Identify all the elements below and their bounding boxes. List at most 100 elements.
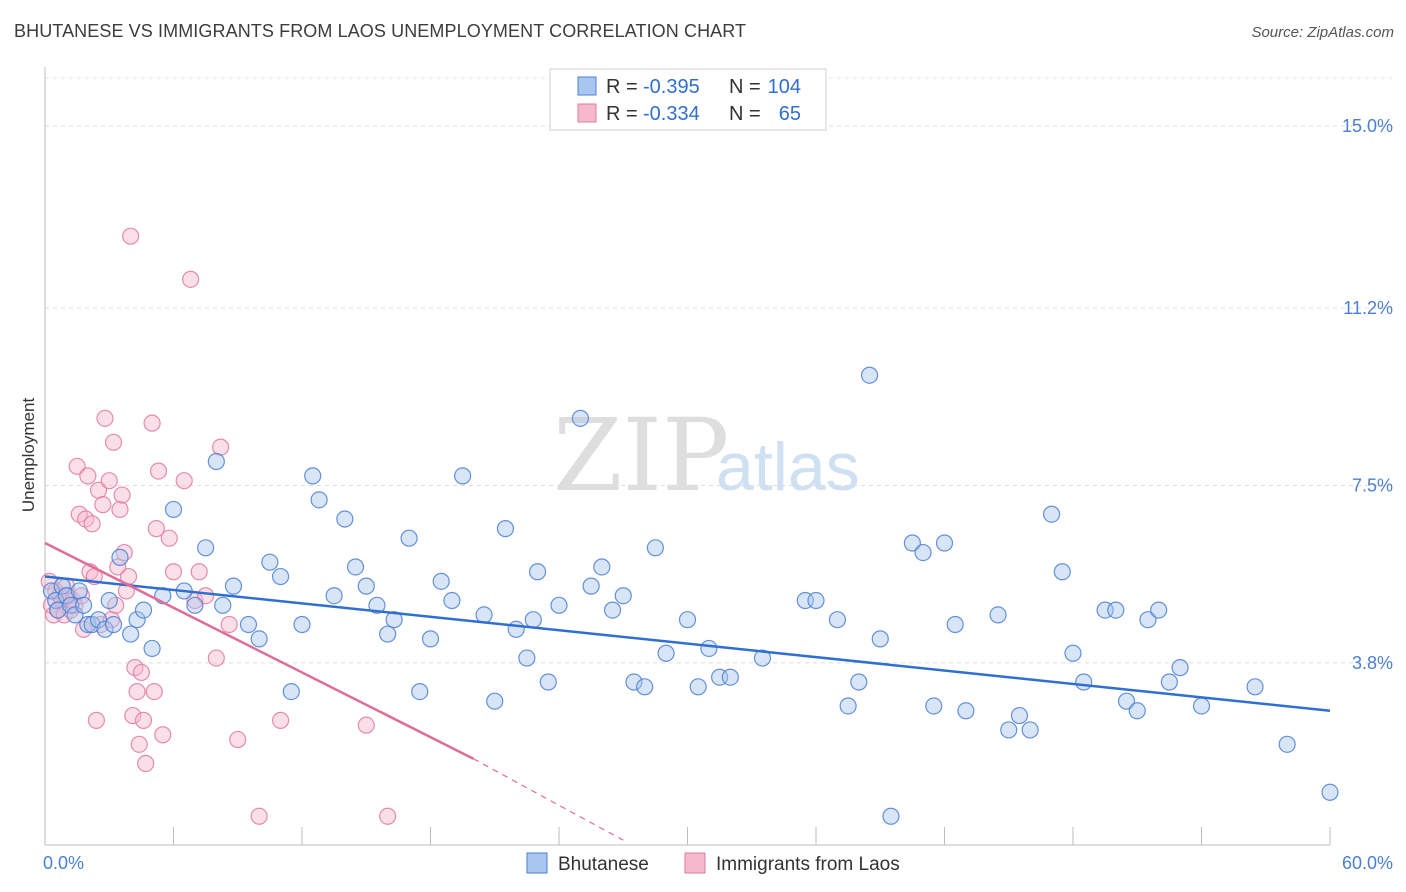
bhutanese-point-80	[882, 807, 900, 825]
bhutanese-point-14	[104, 615, 123, 634]
y-axis-label: Unemployment	[19, 398, 38, 513]
bhutanese-point-52	[507, 620, 525, 638]
bhutanese-point-48	[454, 467, 472, 485]
bhutanese-point-98	[1128, 702, 1146, 720]
bhutanese-point-75	[828, 611, 847, 629]
bhutanese-point-91	[1042, 505, 1061, 523]
laos-point-63	[357, 716, 375, 734]
bhutanese-point-67	[678, 611, 697, 629]
laos-point-47	[147, 520, 165, 538]
bhutanese-point-56	[539, 673, 557, 691]
laos-point-43	[134, 711, 153, 729]
laos-point-50	[160, 529, 178, 547]
bhutanese-point-21	[164, 500, 183, 519]
series-bhutanese-points	[42, 366, 1339, 825]
y-tick-label-1: 7.5%	[1352, 475, 1393, 495]
laos-point-57	[207, 649, 225, 667]
bhutanese-point-69	[700, 639, 718, 658]
laos-point-26	[96, 409, 114, 427]
bhutanese-point-44	[411, 682, 429, 701]
chart-title: BHUTANESE VS IMMIGRANTS FROM LAOS UNEMPL…	[14, 21, 747, 41]
trend-line-bhutanese	[44, 575, 1331, 713]
bhutanese-point-24	[197, 539, 215, 557]
bhutanese-point-93	[1064, 644, 1082, 662]
y-tick-label-0: 3.8%	[1352, 653, 1393, 673]
bhutanese-point-35	[310, 491, 328, 509]
laos-point-40	[128, 682, 146, 701]
bhutanese-point-59	[582, 577, 600, 595]
laos-point-48	[149, 462, 168, 480]
laos-point-41	[130, 735, 148, 753]
bhutanese-point-23	[186, 596, 204, 614]
gridlines	[45, 77, 1392, 664]
laos-point-52	[175, 472, 193, 490]
bhutanese-point-25	[207, 452, 225, 471]
bhutanese-point-63	[625, 673, 643, 691]
bhutanese-point-51	[496, 520, 515, 538]
laos-point-55	[190, 563, 208, 581]
bhutanese-point-83	[925, 697, 943, 715]
bhutanese-point-53	[518, 649, 536, 667]
laos-point-61	[250, 807, 268, 825]
laos-point-33	[113, 486, 131, 504]
y-tick-labels: 3.8% 7.5% 11.2% 15.0%	[1342, 116, 1393, 673]
bhutanese-point-18	[134, 601, 153, 619]
bhutanese-point-37	[336, 510, 354, 528]
laos-point-45	[143, 414, 161, 432]
bhutanese-point-66	[657, 644, 675, 662]
laos-point-53	[182, 270, 200, 288]
bhutanese-point-13	[100, 591, 118, 610]
x-tick-label-1: 60.0%	[1342, 853, 1393, 873]
laos-point-22	[87, 711, 106, 729]
bhutanese-point-101	[1160, 673, 1178, 691]
bhutanese-point-9	[79, 615, 97, 634]
bhutanese-point-29	[250, 630, 268, 648]
x-tick-label-0: 0.0%	[43, 853, 84, 873]
bhutanese-point-26	[214, 596, 232, 614]
laos-point-60	[229, 730, 247, 749]
bhutanese-point-5	[62, 596, 80, 614]
bhutanese-point-100	[1150, 601, 1168, 619]
trend-lines	[44, 541, 1331, 841]
watermark-atlas: atlas	[716, 429, 860, 505]
bhutanese-point-71	[721, 668, 739, 686]
watermark: ZIP atlas	[553, 397, 860, 514]
legend-n-value-2: 65	[779, 103, 801, 125]
bhutanese-point-58	[571, 409, 590, 427]
legend-swatch-bhutanese	[577, 76, 597, 96]
bhutanese-point-31	[271, 567, 290, 586]
legend-r-value-2: -0.334	[643, 103, 700, 125]
source-credit: Source: ZipAtlas.com	[1251, 24, 1394, 41]
bhutanese-point-12	[96, 620, 114, 638]
correlation-legend: R = -0.395 N = 104 R = -0.334 N = 65	[549, 68, 827, 131]
bhutanese-point-88	[1000, 721, 1018, 739]
laos-point-44	[137, 754, 155, 773]
bhutanese-point-39	[357, 577, 375, 595]
bhutanese-point-38	[346, 558, 365, 576]
laos-point-18	[79, 467, 97, 485]
trend-line-laos-extension	[473, 758, 624, 841]
series-laos-points	[40, 227, 397, 825]
laos-point-13	[68, 457, 86, 475]
bhutanese-point-78	[860, 366, 879, 384]
bhutanese-point-16	[122, 625, 140, 643]
legend-swatch-laos	[577, 103, 597, 123]
bhutanese-point-74	[807, 591, 825, 610]
bhutanese-point-27	[224, 577, 243, 595]
legend-n-label-1: N =	[729, 76, 761, 98]
bhutanese-point-85	[946, 615, 964, 634]
bhutanese-point-106	[1321, 783, 1339, 801]
laos-point-62	[271, 711, 290, 729]
laos-point-27	[100, 472, 118, 490]
bhutanese-point-41	[379, 625, 397, 643]
bhutanese-point-17	[128, 611, 146, 629]
x-tick-labels: 0.0% 60.0%	[43, 853, 1393, 873]
legend-n-value-1: 104	[768, 76, 801, 98]
bhutanese-point-60	[593, 558, 611, 576]
laos-point-37	[122, 227, 140, 245]
bhutanese-point-105	[1278, 735, 1296, 753]
bhutanese-point-86	[957, 702, 975, 720]
laos-point-32	[111, 500, 129, 519]
bhutanese-point-57	[550, 596, 568, 614]
